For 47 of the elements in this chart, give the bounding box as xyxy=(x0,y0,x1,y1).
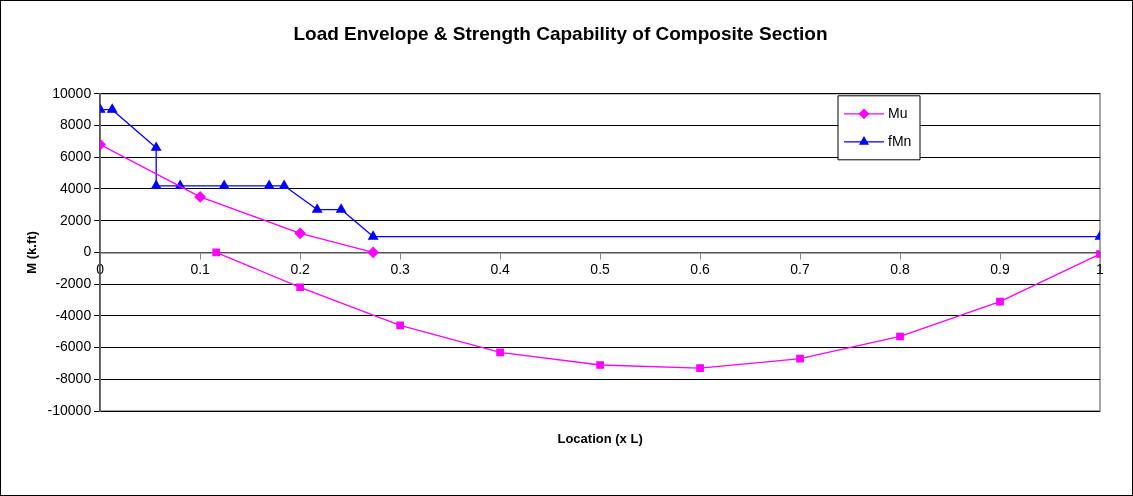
point xyxy=(194,191,206,203)
point xyxy=(312,203,323,213)
x-tick-label: 0.3 xyxy=(390,260,411,277)
y-tick-label: 4000 xyxy=(60,179,92,196)
x-tick-label: 0.4 xyxy=(490,260,511,277)
point xyxy=(212,248,220,257)
chart-title: Load Envelope & Strength Capability of Composite Section xyxy=(293,22,828,44)
point xyxy=(368,230,379,240)
x-tick-label: 0.1 xyxy=(190,260,211,277)
y-tick-label: -4000 xyxy=(55,306,92,323)
point xyxy=(336,203,347,213)
y-axis-title: M (k.ft) xyxy=(24,231,40,274)
y-tick-label: 6000 xyxy=(60,148,92,165)
point xyxy=(396,321,404,330)
y-tick-label: -6000 xyxy=(55,338,92,355)
point xyxy=(796,354,804,363)
point xyxy=(151,180,162,189)
x-tick-label: 0.5 xyxy=(590,260,611,277)
x-tick-label: 0.8 xyxy=(890,260,910,277)
point xyxy=(264,180,275,189)
point xyxy=(696,364,704,373)
y-tick-label: 10000 xyxy=(52,84,92,101)
x-tick-label: 0.9 xyxy=(990,260,1010,277)
point xyxy=(151,142,162,151)
point xyxy=(296,283,304,292)
x-tick-label: 0.6 xyxy=(690,260,711,277)
x-tick-label: 1 xyxy=(1096,260,1105,277)
y-tick-label: 0 xyxy=(83,243,92,260)
point xyxy=(996,297,1004,306)
point xyxy=(219,180,230,189)
x-tick-label: 0.2 xyxy=(290,260,311,277)
y-tick-label: -2000 xyxy=(55,274,92,291)
point xyxy=(107,104,118,113)
legend-label: fMn xyxy=(888,132,912,149)
point xyxy=(896,332,904,341)
y-tick-label: -8000 xyxy=(55,370,92,387)
y-tick-label: 8000 xyxy=(60,116,92,133)
x-axis-title: Location (x L) xyxy=(557,430,643,446)
y-tick-label: 2000 xyxy=(60,211,92,228)
point xyxy=(294,227,306,240)
point xyxy=(496,348,504,357)
point xyxy=(367,246,379,259)
point xyxy=(279,180,290,189)
y-tick-label: -10000 xyxy=(47,401,92,418)
point xyxy=(596,361,604,369)
legend-label: Mu xyxy=(888,104,908,121)
x-tick-label: 0.7 xyxy=(790,260,810,277)
